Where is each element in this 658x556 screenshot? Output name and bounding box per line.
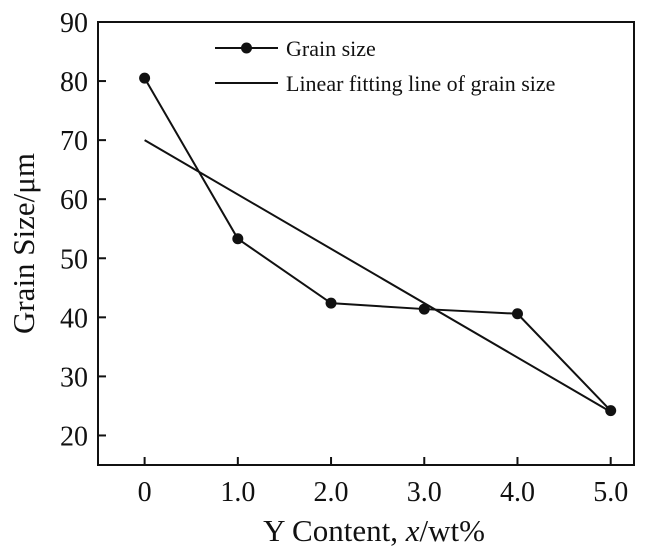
x-tick-label: 1.0 bbox=[220, 477, 255, 508]
series-layer bbox=[139, 72, 617, 417]
y-tick-label: 50 bbox=[60, 244, 88, 275]
series-line-linear-fit bbox=[144, 139, 612, 413]
x-tick-label: 5.0 bbox=[593, 477, 628, 508]
data-point-grain-size bbox=[418, 303, 430, 315]
legend-label-grain-size: Grain size bbox=[286, 36, 376, 61]
y-axis-title: Grain Size/μm bbox=[6, 153, 41, 334]
plot-frame bbox=[97, 21, 635, 466]
series-line-grain-size bbox=[143, 77, 612, 412]
y-tick-label: 80 bbox=[60, 67, 88, 98]
x-tick-label: 3.0 bbox=[407, 477, 442, 508]
data-point-grain-size bbox=[325, 297, 337, 309]
y-tick-label: 40 bbox=[60, 303, 88, 334]
x-tick-label: 0 bbox=[138, 477, 152, 508]
x-axis-title-part: x bbox=[405, 513, 420, 548]
x-axis-title: Y Content, x/wt% bbox=[263, 513, 485, 548]
data-point-grain-size bbox=[511, 308, 523, 320]
y-tick-label: 20 bbox=[60, 421, 88, 452]
y-tick-label: 70 bbox=[60, 126, 88, 157]
data-point-grain-size bbox=[139, 72, 151, 84]
data-point-grain-size bbox=[232, 233, 244, 245]
legend: Grain size Linear fitting line of grain … bbox=[215, 36, 555, 96]
data-point-grain-size bbox=[605, 405, 617, 417]
x-axis-title-part: Y Content, bbox=[263, 513, 406, 548]
y-tick-label: 30 bbox=[60, 362, 88, 393]
x-axis-ticks: 0 1.0 2.0 3.0 4.0 5.0 bbox=[138, 457, 628, 508]
legend-marker-grain-size bbox=[241, 42, 252, 54]
y-tick-label: 60 bbox=[60, 185, 88, 216]
x-tick-label: 2.0 bbox=[314, 477, 349, 508]
x-tick-label: 4.0 bbox=[500, 477, 535, 508]
y-tick-label: 90 bbox=[60, 8, 88, 39]
legend-label-linear-fit: Linear fitting line of grain size bbox=[286, 71, 555, 96]
x-axis-title-part: /wt% bbox=[419, 513, 484, 548]
y-axis-ticks: 20 30 40 50 60 70 80 90 bbox=[60, 8, 106, 452]
